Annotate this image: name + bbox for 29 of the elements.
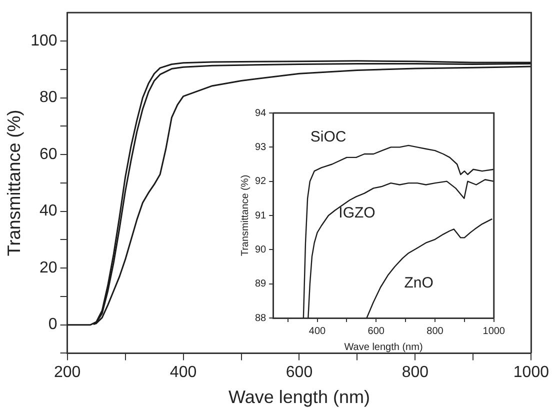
x-tick-label: 200 — [54, 364, 81, 382]
series-label: ZnO — [404, 274, 434, 292]
y-axis-title: Transmittance (%) — [240, 174, 251, 256]
y-axis-title: Transmittance (%) — [4, 110, 24, 256]
y-tick-label: 92 — [255, 176, 267, 188]
y-tick-label: 93 — [255, 142, 267, 153]
x-tick-label: 400 — [170, 364, 197, 382]
series-label: IGZO — [338, 204, 376, 222]
y-tick-label: 60 — [40, 146, 58, 163]
x-tick-label: 600 — [368, 326, 385, 337]
y-tick-label: 80 — [40, 89, 58, 106]
y-tick-label: 100 — [30, 32, 58, 50]
series-label: SiOC — [310, 128, 346, 146]
x-tick-label: 1000 — [482, 326, 506, 337]
y-tick-label: 90 — [255, 244, 267, 256]
y-tick-label: 94 — [255, 108, 267, 119]
x-tick-label: 800 — [426, 326, 444, 337]
x-tick-label: 800 — [402, 364, 429, 382]
x-axis-title: Wave length (nm) — [344, 342, 423, 353]
y-tick-label: 91 — [255, 210, 267, 222]
y-tick-label: 20 — [40, 259, 58, 276]
x-tick-label: 1000 — [513, 364, 550, 382]
y-tick-label: 40 — [40, 202, 58, 220]
y-tick-label: 89 — [255, 278, 267, 290]
x-axis-title: Wave length (nm) — [228, 387, 370, 408]
y-tick-label: 88 — [255, 312, 267, 324]
y-tick-label: 0 — [48, 316, 58, 334]
x-tick-label: 400 — [308, 326, 326, 337]
x-tick-label: 600 — [286, 364, 313, 382]
